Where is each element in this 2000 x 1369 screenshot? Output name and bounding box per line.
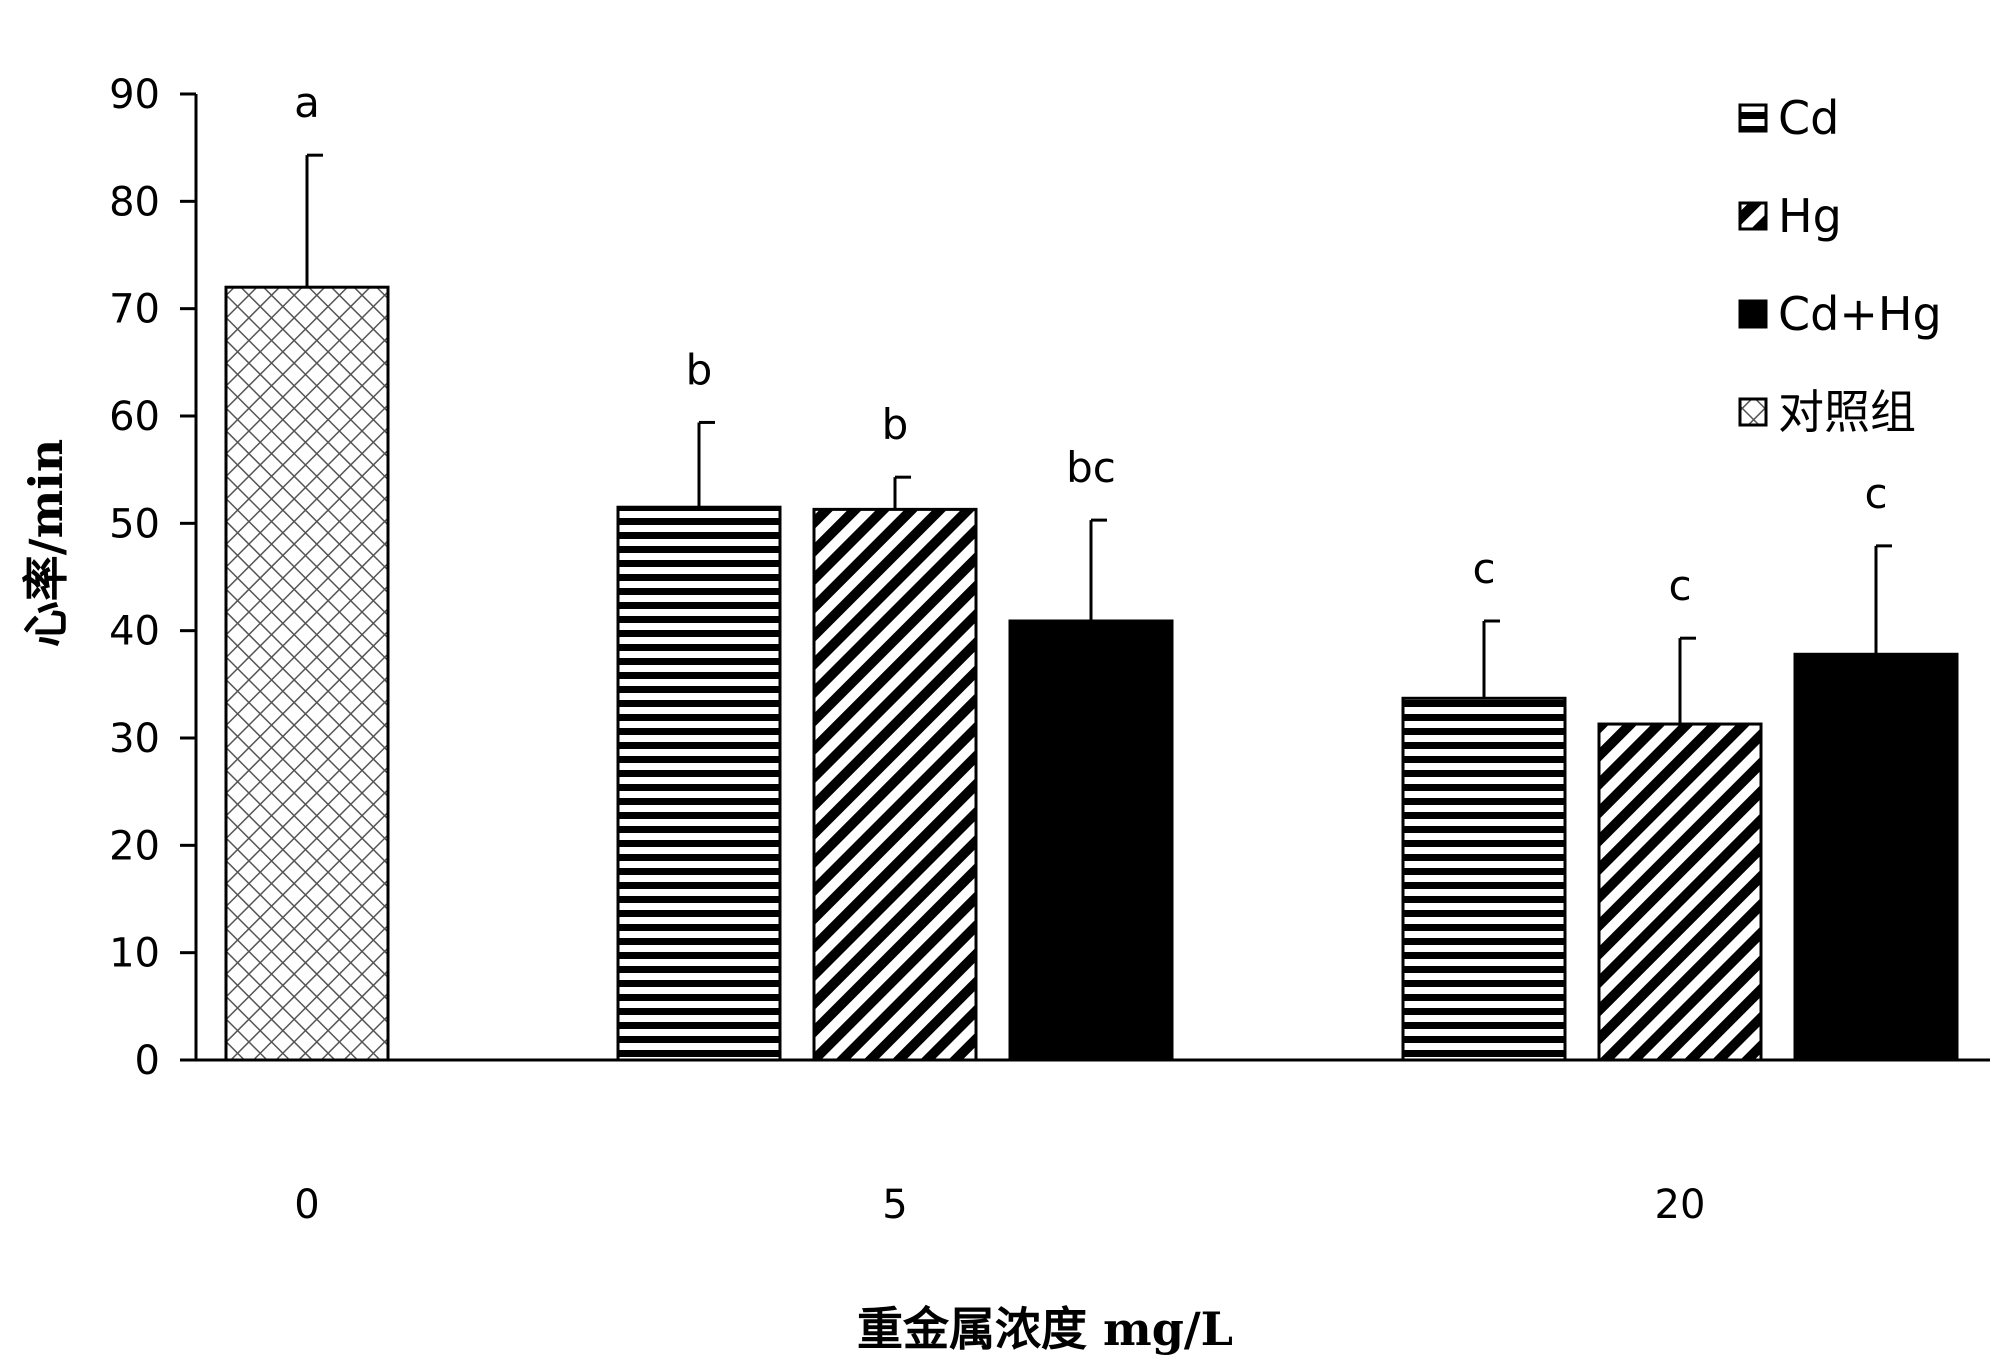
legend-label: Cd+Hg [1778, 287, 1942, 341]
bar-Cd+Hg-20 [1793, 652, 1959, 1062]
bars-layer [224, 285, 1959, 1062]
y-tick-label: 20 [109, 823, 160, 869]
y-tick-label: 40 [109, 609, 160, 655]
x-tick-label: 0 [294, 1182, 319, 1228]
significance-label: b [686, 345, 713, 394]
legend-swatch-Hg [1738, 201, 1768, 231]
legend-label: 对照组 [1778, 385, 1916, 439]
x-axis-title: 重金属浓度 mg/L [857, 1302, 1233, 1356]
x-tick-label: 5 [882, 1182, 907, 1228]
legend-label: Cd [1778, 91, 1839, 145]
significance-label: b [882, 400, 909, 449]
legend-swatch-Cd+Hg [1738, 299, 1768, 329]
legend-swatch-对照组 [1738, 397, 1768, 427]
significance-label: c [1472, 544, 1495, 593]
legend: Cd Hg Cd+Hg 对照组 [1738, 91, 1942, 439]
bar-Cd-5 [616, 505, 782, 1062]
y-axis-title: 心率/min [19, 439, 73, 647]
x-tick-label: 20 [1655, 1182, 1706, 1228]
error-bars-layer [305, 153, 1892, 725]
y-tick-label: 60 [109, 394, 160, 440]
x-tick-labels: 0 5 20 [294, 1182, 1705, 1228]
y-tick-label: 90 [109, 72, 160, 118]
y-tick-label: 70 [109, 287, 160, 333]
bar-Hg-5 [812, 507, 978, 1062]
bar-Cd-20 [1401, 696, 1567, 1062]
bar-对照组-0 [224, 285, 390, 1062]
bar-Hg-20 [1597, 722, 1763, 1062]
significance-label: a [294, 78, 320, 127]
y-tick-label: 0 [135, 1038, 160, 1084]
y-tick-label: 30 [109, 716, 160, 762]
bar-Cd+Hg-5 [1008, 619, 1174, 1062]
y-tick-label: 50 [109, 501, 160, 547]
significance-labels-layer: a b b bc c c c [294, 78, 1887, 610]
y-ticks: 0 10 20 30 40 50 60 70 80 90 [109, 72, 196, 1084]
significance-label: c [1668, 561, 1691, 610]
legend-swatch-Cd [1738, 103, 1768, 133]
significance-label: c [1864, 469, 1887, 518]
significance-label: bc [1066, 443, 1116, 492]
y-tick-label: 80 [109, 179, 160, 225]
legend-label: Hg [1778, 189, 1842, 243]
y-tick-label: 10 [109, 931, 160, 977]
